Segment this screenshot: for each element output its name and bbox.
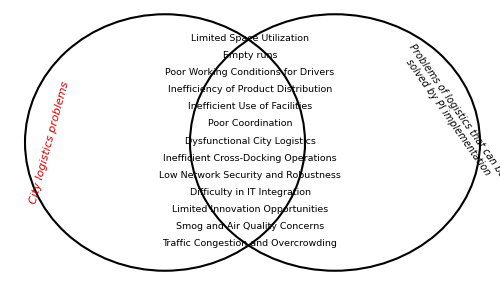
Text: Problems of logistics that can be
solved by PI implementation: Problems of logistics that can be solved…: [398, 42, 500, 186]
Text: Inefficient Cross-Docking Operations: Inefficient Cross-Docking Operations: [163, 154, 337, 163]
Text: Poor Working Conditions for Drivers: Poor Working Conditions for Drivers: [166, 68, 334, 77]
Text: Limited Space Utilization: Limited Space Utilization: [191, 34, 309, 43]
Text: Limited Innovation Opportunities: Limited Innovation Opportunities: [172, 205, 328, 214]
Text: Smog and Air Quality Concerns: Smog and Air Quality Concerns: [176, 222, 324, 231]
Text: Inefficiency of Product Distribution: Inefficiency of Product Distribution: [168, 85, 332, 94]
Text: Low Network Security and Robustness: Low Network Security and Robustness: [159, 171, 341, 180]
Text: Traffic Congestion and Overcrowding: Traffic Congestion and Overcrowding: [162, 239, 338, 248]
Text: Empty runs: Empty runs: [223, 51, 277, 60]
Text: City logistics problems: City logistics problems: [29, 80, 71, 205]
Text: Dysfunctional City Logistics: Dysfunctional City Logistics: [184, 137, 316, 146]
Text: Inefficient Use of Facilities: Inefficient Use of Facilities: [188, 102, 312, 111]
Text: Poor Coordination: Poor Coordination: [208, 119, 292, 129]
Text: Difficulty in IT Integration: Difficulty in IT Integration: [190, 188, 310, 197]
